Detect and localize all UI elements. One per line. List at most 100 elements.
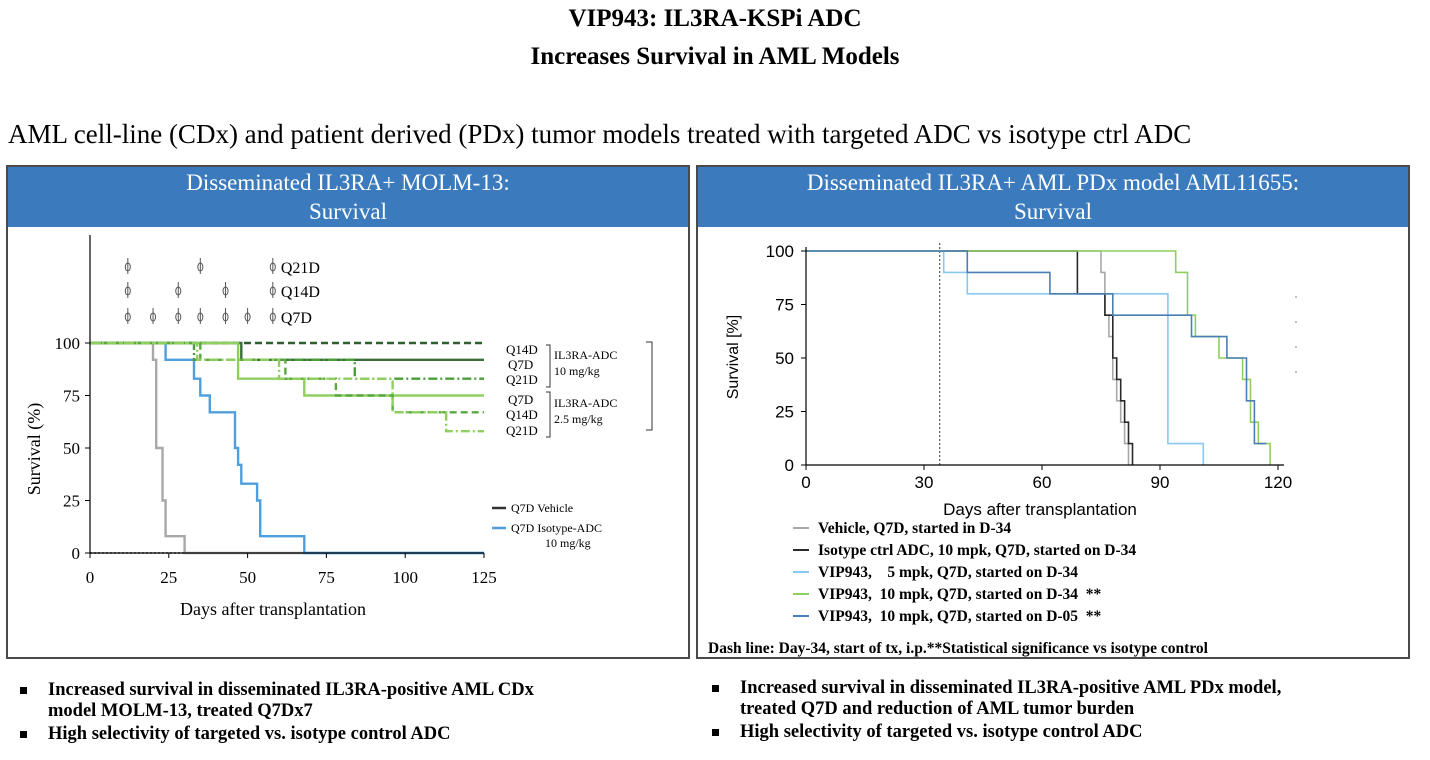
right-survival-chart: 0 30 60 90 120 0 25 50 75 100 Vehicle, Q7D, start…: [708, 242, 1297, 657]
left-series-line-3: [90, 341, 484, 362]
right-y-axis-title: Survival [%]: [725, 315, 742, 399]
right-x-tick-label: 60: [1033, 473, 1052, 492]
right-legend-label: Isotype ctrl ADC, 10 mpk, Q7D, started o…: [818, 542, 1136, 559]
right-x-axis-title: Days after transplantation: [943, 500, 1137, 519]
left-panel-subtitle: Survival: [309, 199, 387, 224]
right-bullet-1-line1: Increased survival in disseminated IL3RA…: [740, 678, 1282, 698]
left-panel: Disseminated IL3RA+ MOLM-13: Survival 0 2…: [6, 165, 690, 659]
dose-arrow-icon: [124, 258, 131, 274]
right-panel: Disseminated IL3RA+ AML PDx model AML116…: [696, 165, 1410, 659]
dose-arrow-icon: [197, 308, 204, 324]
left-y-tick-label: 0: [72, 544, 81, 563]
dose-schedule-label: Q7D: [281, 310, 312, 327]
right-y-tick-label: 25: [775, 403, 794, 422]
high-dose-bracket: [546, 344, 551, 388]
slide-subtitle: AML cell-line (CDx) and patient derived …: [8, 119, 1192, 149]
left-y-tick-label: 25: [63, 492, 80, 511]
right-bullet-2-line1: High selectivity of targeted vs. isotype…: [740, 722, 1143, 742]
left-bullets: Increased survival in disseminated IL3RA…: [14, 680, 694, 747]
high-dose-amount-label: 10 mg/kg: [554, 364, 600, 378]
left-x-tick-label: 0: [86, 568, 95, 587]
legend-vehicle-label: Q7D Vehicle: [511, 501, 573, 515]
legend-isotype-dose: 10 mg/kg: [545, 536, 591, 550]
right-series-line-1: [806, 250, 1134, 465]
right-y-tick-label: 75: [775, 296, 794, 315]
left-bullet-1-line1: Increased survival in disseminated IL3RA…: [48, 680, 534, 700]
bullet-square-icon: [20, 687, 27, 694]
right-panel-subtitle: Survival: [1014, 199, 1092, 224]
slide-title-line2: Increases Survival in AML Models: [530, 43, 900, 70]
right-bullets: Increased survival in disseminated IL3RA…: [706, 678, 1428, 745]
bullet-square-icon: [712, 729, 719, 736]
left-bullet-1: Increased survival in disseminated IL3RA…: [14, 680, 694, 722]
right-series-line-2: [806, 250, 1205, 465]
bracket-label-q14d-high: Q14D: [506, 342, 538, 357]
dose-arrow-icon: [124, 308, 131, 324]
dose-arrow-icon: [269, 258, 276, 274]
left-x-axis-title: Days after transplantation: [180, 599, 366, 619]
low-dose-bracket: [546, 391, 551, 438]
left-x-tick-label: 50: [239, 568, 256, 587]
high-dose-drug-label: IL3RA-ADC: [554, 348, 617, 362]
low-dose-drug-label: IL3RA-ADC: [554, 396, 617, 410]
left-y-tick-label: 75: [63, 387, 80, 406]
right-bullet-2: High selectivity of targeted vs. isotype…: [706, 722, 1428, 743]
dose-arrow-icon: [222, 308, 229, 324]
left-series-line-1: [90, 341, 484, 555]
dose-arrow-icon: [197, 258, 204, 274]
right-panel-title: Disseminated IL3RA+ AML PDx model AML116…: [806, 170, 1300, 195]
left-bullet-2: High selectivity of targeted vs. isotype…: [14, 724, 694, 745]
dose-schedule-label: Q14D: [281, 284, 320, 301]
right-legend-label: Vehicle, Q7D, started in D-34: [818, 520, 1011, 537]
right-legend-label: VIP943, 10 mpk, Q7D, started on D-34 **: [818, 586, 1102, 603]
left-x-tick-label: 125: [471, 568, 497, 587]
bullet-square-icon: [20, 731, 27, 738]
bracket-label-q21d-high: Q21D: [506, 372, 538, 387]
left-x-tick-label: 75: [318, 568, 335, 587]
left-x-tick-label: 25: [160, 568, 177, 587]
dose-schedule-label: Q21D: [281, 260, 320, 277]
right-bullet-1: Increased survival in disseminated IL3RA…: [706, 678, 1428, 720]
slide-title-line1: VIP943: IL3RA-KSPi ADC: [568, 5, 862, 32]
dose-arrow-icon: [150, 308, 157, 324]
bullet-square-icon: [712, 685, 719, 692]
right-footnote: Dash line: Day-34, start of tx, i.p.**St…: [708, 640, 1209, 657]
right-y-tick-label: 0: [785, 456, 794, 475]
right-x-tick-label: 30: [915, 473, 934, 492]
dose-arrow-icon: [175, 308, 182, 324]
bracket-label-q21d-low: Q21D: [506, 423, 538, 438]
left-bullet-2-line1: High selectivity of targeted vs. isotype…: [48, 724, 451, 744]
dose-arrow-icon: [244, 308, 251, 324]
edge-dot: [1295, 296, 1297, 298]
left-y-tick-label: 50: [63, 439, 80, 458]
right-panel-header: Disseminated IL3RA+ AML PDx model AML116…: [698, 167, 1408, 227]
right-x-tick-label: 0: [801, 473, 810, 492]
right-series-line-3: [806, 250, 1271, 465]
left-panel-title: Disseminated IL3RA+ MOLM-13:: [186, 170, 510, 195]
right-bullet-1-line2: treated Q7D and reduction of AML tumor b…: [740, 699, 1135, 719]
left-bullet-1-line2: model MOLM-13, treated Q7Dx7: [48, 701, 313, 721]
edge-dot: [1295, 371, 1297, 373]
group-bracket: [646, 341, 653, 431]
left-series-line-5: [90, 341, 484, 397]
bracket-label-q14d-low: Q14D: [506, 407, 538, 422]
edge-dot: [1295, 321, 1297, 323]
bracket-label-q7d-high: Q7D: [508, 357, 533, 372]
left-x-tick-label: 100: [392, 568, 418, 587]
dose-arrow-icon: [269, 308, 276, 324]
right-x-tick-label: 90: [1151, 473, 1170, 492]
left-panel-header: Disseminated IL3RA+ MOLM-13: Survival: [8, 167, 688, 227]
right-x-tick-label: 120: [1264, 473, 1292, 492]
right-y-tick-label: 100: [766, 242, 794, 261]
dose-arrow-icon: [175, 282, 182, 298]
edge-dot: [1295, 346, 1297, 348]
left-y-axis-title: Survival (%): [24, 403, 45, 495]
dose-arrow-icon: [124, 282, 131, 298]
left-y-tick-label: 100: [55, 334, 81, 353]
low-dose-amount-label: 2.5 mg/kg: [554, 412, 603, 426]
right-legend-label: VIP943, 10 mpk, Q7D, started on D-05 **: [818, 608, 1102, 625]
legend-isotype-label: Q7D Isotype-ADC: [511, 521, 602, 535]
left-series-line-7: [90, 341, 484, 433]
right-series-line-4: [806, 250, 1267, 445]
